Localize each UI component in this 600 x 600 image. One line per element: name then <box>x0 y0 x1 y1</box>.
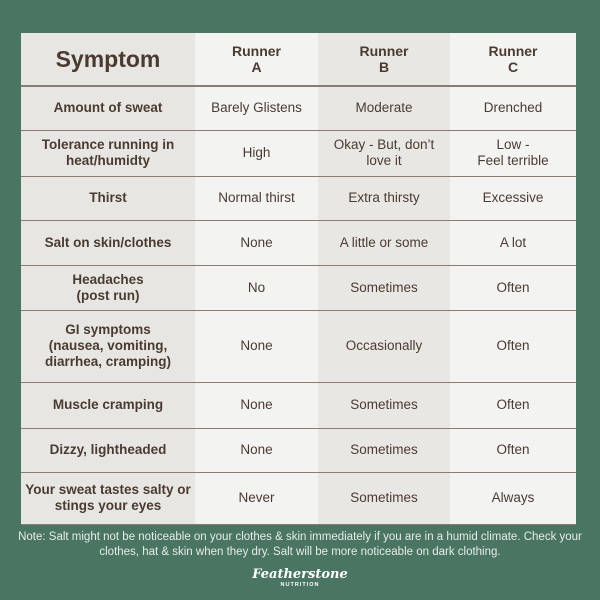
runner-b-cell: Occasionally <box>318 310 450 383</box>
header-runner-c: Runner C <box>450 33 576 87</box>
table-row: Your sweat tastes salty or stings your e… <box>21 472 576 525</box>
runner-b-cell: A little or some <box>318 220 450 266</box>
runner-c-cell: Drenched <box>450 86 576 131</box>
runner-c-cell: Low - Feel terrible <box>450 130 576 177</box>
table-row: Muscle cramping None Sometimes Often <box>21 382 576 429</box>
symptom-cell: Salt on skin/clothes <box>21 220 195 266</box>
symptom-cell: Amount of sweat <box>21 86 195 131</box>
symptom-cell: Thirst <box>21 176 195 221</box>
runner-c-cell: Often <box>450 428 576 473</box>
runner-c-cell: Often <box>450 310 576 383</box>
symptom-cell: Dizzy, lightheaded <box>21 428 195 473</box>
table-row: Salt on skin/clothes None A little or some… <box>21 220 576 266</box>
runner-b-cell: Extra thirsty <box>318 176 450 221</box>
runner-c-cell: Often <box>450 382 576 429</box>
symptom-cell: Tolerance running in heat/humidty <box>21 130 195 177</box>
symptom-cell: Muscle cramping <box>21 382 195 429</box>
symptom-cell: Headaches (post run) <box>21 265 195 311</box>
table-row: GI symptoms (nausea, vomiting, diarrhea,… <box>21 310 576 383</box>
runner-c-cell: Excessive <box>450 176 576 221</box>
runner-b-cell: Sometimes <box>318 382 450 429</box>
runner-a-cell: None <box>195 220 318 266</box>
runner-a-cell: None <box>195 428 318 473</box>
logo-name: Featherstone <box>252 567 348 582</box>
runner-a-cell: Never <box>195 472 318 525</box>
runner-c-cell: A lot <box>450 220 576 266</box>
symptom-table: Symptom Runner A Runner B Runner C Amount o… <box>21 33 576 525</box>
runner-b-cell: Sometimes <box>318 265 450 311</box>
runner-b-cell: Moderate <box>318 86 450 131</box>
runner-b-cell: Sometimes <box>318 472 450 525</box>
runner-c-cell: Often <box>450 265 576 311</box>
symptom-cell: GI symptoms (nausea, vomiting, diarrhea,… <box>21 310 195 383</box>
logo-sub: NUTRITION <box>280 582 320 588</box>
runner-a-cell: Normal thirst <box>195 176 318 221</box>
table-row: Amount of sweat Barely Glistens Moderate Dr… <box>21 86 576 131</box>
table-row: Tolerance running in heat/humidty High Oka… <box>21 130 576 177</box>
header-runner-b: Runner B <box>318 33 450 87</box>
header-symptom: Symptom <box>21 33 195 87</box>
table-row: Thirst Normal thirst Extra thirsty Excessiv… <box>21 176 576 221</box>
runner-a-cell: None <box>195 310 318 383</box>
footnote: Note: Salt might not be noticeable on yo… <box>18 531 582 558</box>
runner-a-cell: No <box>195 265 318 311</box>
runner-c-cell: Always <box>450 472 576 525</box>
table-row: Headaches (post run) No Sometimes Often <box>21 265 576 311</box>
header-row: Symptom Runner A Runner B Runner C <box>21 33 576 87</box>
runner-a-cell: High <box>195 130 318 177</box>
header-runner-a: Runner A <box>195 33 318 87</box>
runner-b-cell: Okay - But, don’t love it <box>318 130 450 177</box>
runner-a-cell: Barely Glistens <box>195 86 318 131</box>
runner-a-cell: None <box>195 382 318 429</box>
runner-b-cell: Sometimes <box>318 428 450 473</box>
table-row: Dizzy, lightheaded None Sometimes Often <box>21 428 576 473</box>
brand-logo: Featherstone NUTRITION <box>0 567 600 589</box>
symptom-cell: Your sweat tastes salty or stings your e… <box>21 472 195 525</box>
